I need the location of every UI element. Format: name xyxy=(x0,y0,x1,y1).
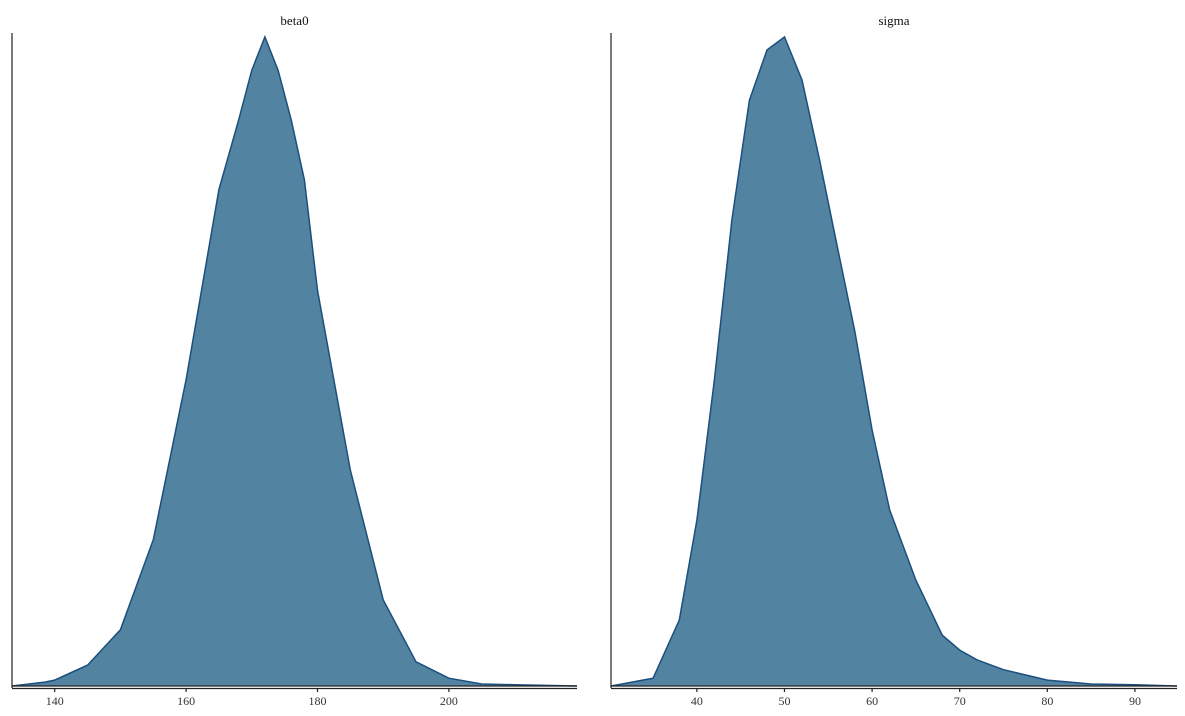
density-area xyxy=(12,36,577,686)
density-line xyxy=(11,34,578,687)
panel-title: sigma xyxy=(878,13,909,28)
x-tick-label: 160 xyxy=(177,694,195,708)
x-tick-label: 80 xyxy=(1041,694,1053,708)
x-tick-label: 60 xyxy=(866,694,878,708)
density-line xyxy=(610,35,1178,687)
x-tick-label: 200 xyxy=(440,694,458,708)
density-area xyxy=(611,36,1177,686)
x-tick-label: 50 xyxy=(778,694,790,708)
x-tick-label: 140 xyxy=(46,694,64,708)
x-tick-label: 40 xyxy=(691,694,703,708)
panel-title: beta0 xyxy=(280,13,308,28)
x-tick-label: 180 xyxy=(308,694,326,708)
x-tick-label: 70 xyxy=(954,694,966,708)
x-tick-label: 90 xyxy=(1129,694,1141,708)
